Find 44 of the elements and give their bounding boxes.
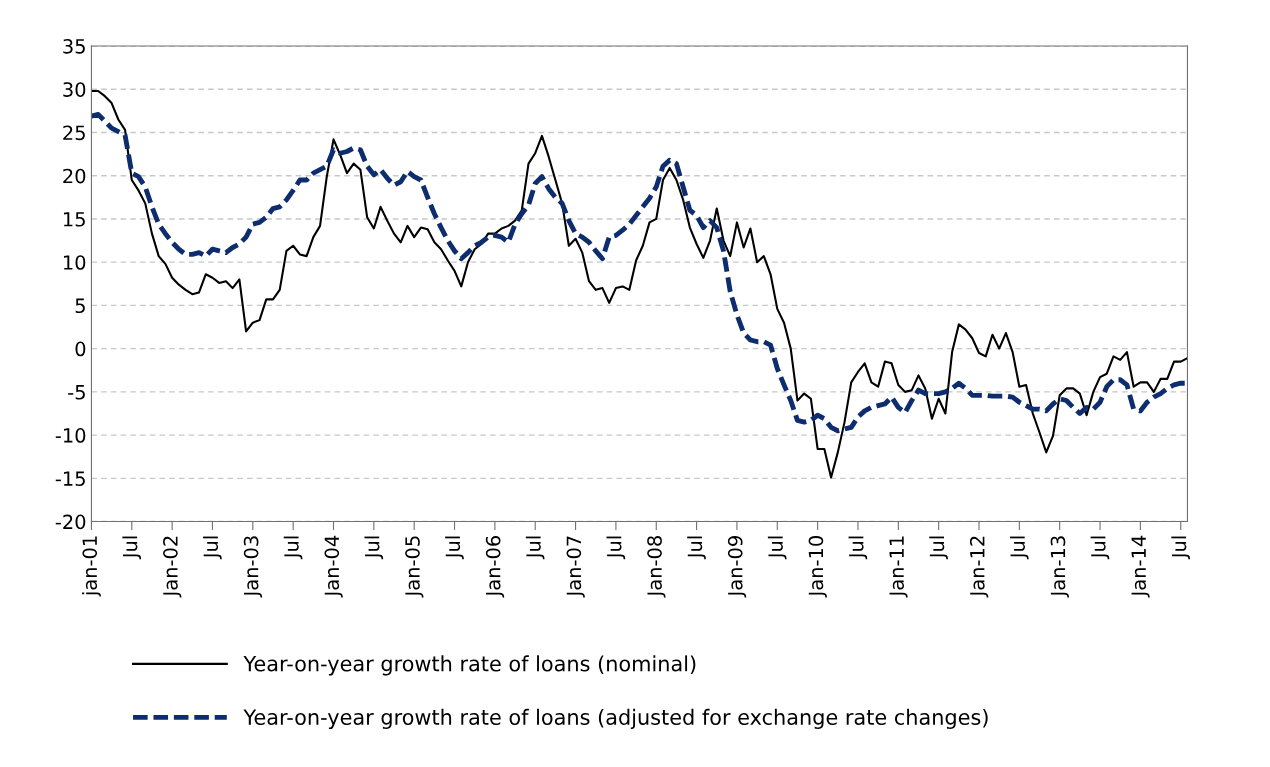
- x-tick-label: Jul: [364, 536, 384, 560]
- y-tick-label: 15: [63, 212, 85, 227]
- x-tick-label: Jan-12: [969, 536, 989, 598]
- legend-label: Year-on-year growth rate of loans (adjusted for exchange rate changes): [243, 708, 988, 730]
- y-tick-label: -15: [55, 471, 85, 486]
- x-tick-label: Jan-11: [889, 536, 908, 598]
- x-tick-label: Jan-08: [647, 536, 666, 598]
- y-tick-label: 35: [63, 38, 85, 54]
- x-tick-label: Jul: [1009, 536, 1029, 560]
- line-series: [91, 111, 1188, 434]
- legend-label: Year-on-year growth rate of loans (nominal): [243, 655, 696, 676]
- x-tick-label: Jul: [1171, 536, 1190, 560]
- y-tick-label: 5: [75, 298, 85, 314]
- x-tick-label: Jan-09: [727, 536, 747, 598]
- x-tick-label: Jul: [1090, 536, 1110, 560]
- x-tick-label: Jan-03: [243, 536, 263, 598]
- x-tick-label: Jan-06: [485, 535, 505, 598]
- y-tick-label: -5: [68, 385, 85, 400]
- y-tick-label: 0: [75, 341, 86, 357]
- x-tick-label: Jan-02: [163, 536, 182, 598]
- x-tick-label: Jan-07: [566, 536, 585, 598]
- y-tick-label: -10: [55, 428, 86, 443]
- y-tick-label: 10: [63, 255, 86, 270]
- x-tick-label: Jul: [929, 536, 948, 560]
- x-tick-label: Jan-05: [405, 536, 424, 598]
- x-tick-label: Jul: [767, 536, 787, 560]
- y-tick-label: 30: [63, 82, 86, 97]
- x-tick-label: jan-01: [82, 536, 101, 597]
- y-tick-label: 25: [63, 125, 85, 141]
- x-tick-label: Jul: [525, 536, 545, 560]
- x-tick-label: Jul: [122, 536, 142, 560]
- x-tick-label: Jan-14: [1131, 535, 1150, 598]
- x-tick-label: Jul: [687, 536, 706, 560]
- x-tick-label: Jul: [283, 536, 303, 560]
- x-tick-label: Jul: [848, 536, 868, 560]
- y-tick-label: 20: [63, 168, 86, 184]
- x-tick-label: Jul: [445, 536, 464, 560]
- x-tick-label: Jul: [606, 536, 626, 560]
- x-tick-label: Jan-13: [1050, 536, 1069, 598]
- x-tick-label: Jan-10: [808, 536, 827, 598]
- line-series: [91, 89, 1188, 479]
- y-tick-label: -20: [55, 514, 86, 530]
- x-tick-label: Jan-04: [324, 535, 343, 598]
- x-tick-label: Jul: [203, 536, 222, 560]
